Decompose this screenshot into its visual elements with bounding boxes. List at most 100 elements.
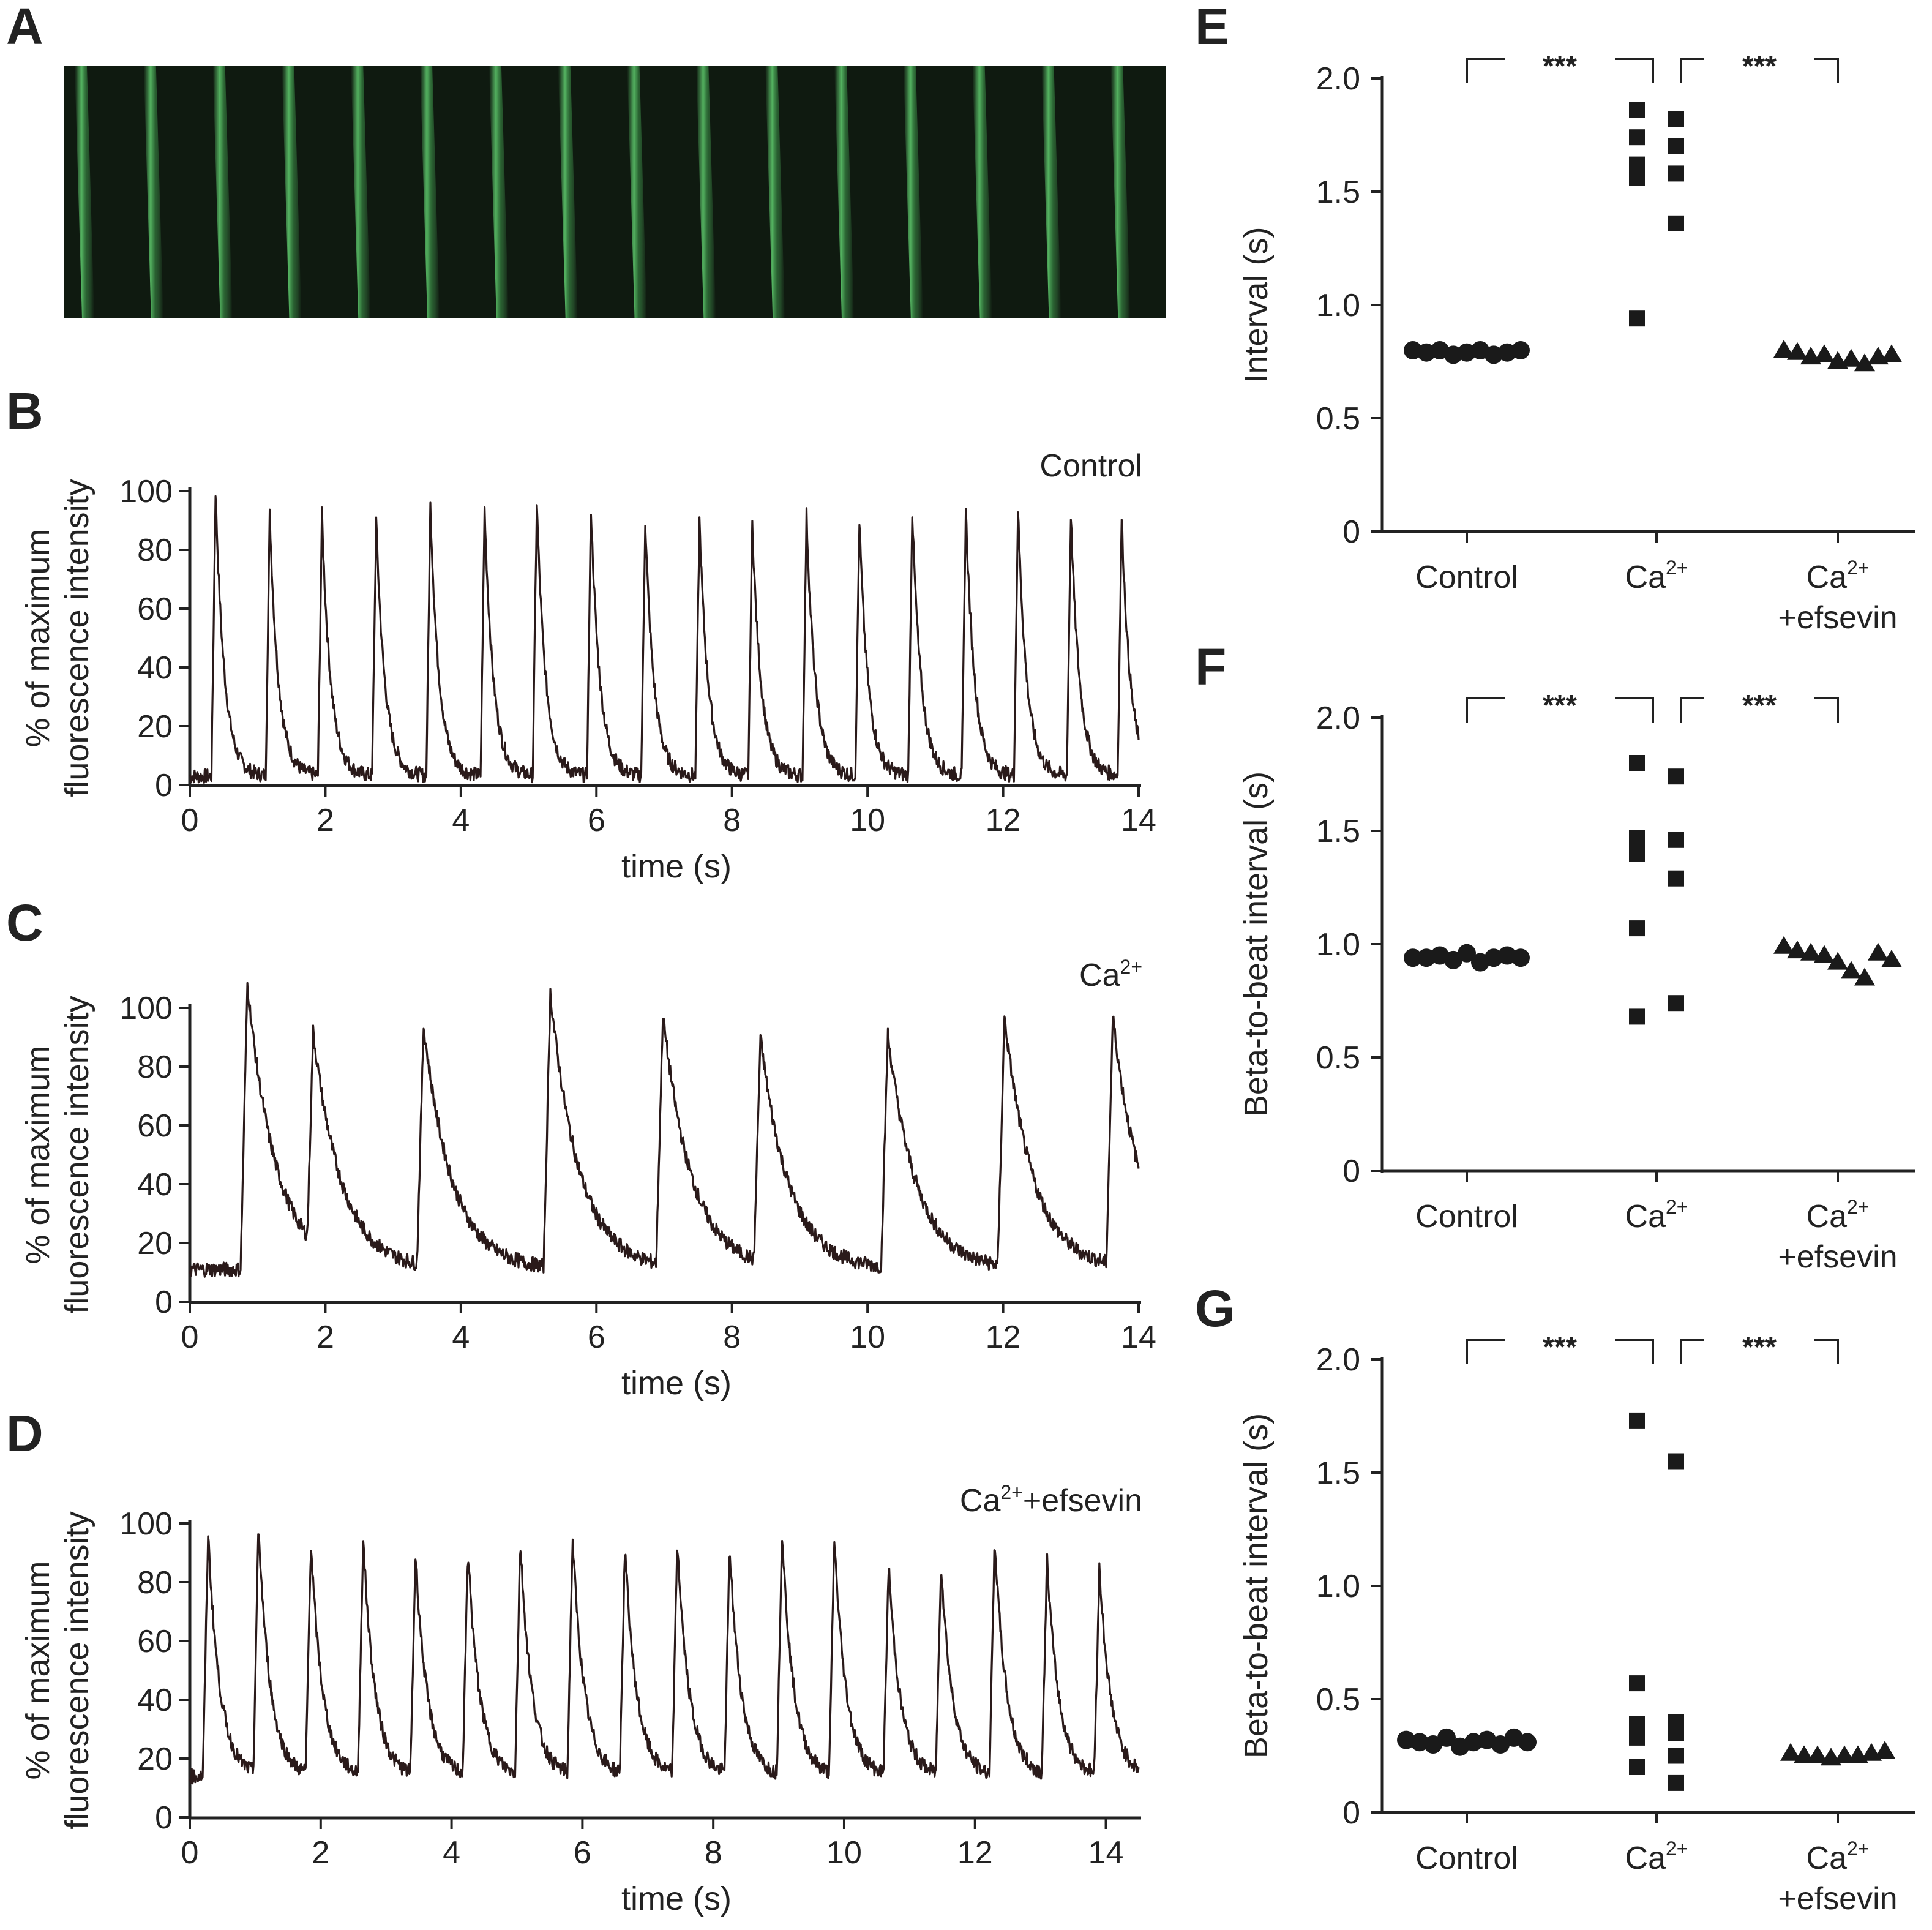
y-tick-label: 0.5 bbox=[1316, 401, 1360, 437]
y-tick-label: 0 bbox=[1342, 1154, 1360, 1189]
panel-letter-b: B bbox=[6, 382, 43, 440]
data-point-calcium bbox=[1629, 830, 1645, 846]
y-tick-label: 1.5 bbox=[1316, 175, 1360, 210]
data-point-efsevin bbox=[1814, 344, 1835, 362]
x-tick-label: 4 bbox=[452, 1320, 470, 1355]
x-tick-label: 14 bbox=[1121, 803, 1156, 838]
y-tick-label: 20 bbox=[137, 709, 173, 745]
peak-point bbox=[676, 1540, 678, 1542]
kymograph-stripe bbox=[696, 66, 716, 318]
y-tick-label: 1.0 bbox=[1316, 288, 1360, 323]
data-point-efsevin bbox=[1834, 1745, 1855, 1763]
kymograph-image bbox=[64, 66, 1166, 318]
scatter-chart-e: 0 0.5 1.0 1.5 2.0 Control Ca2+ Ca2+ +efsevin Inte… bbox=[1238, 50, 1915, 636]
data-point-calcium bbox=[1668, 870, 1684, 887]
data-point-efsevin bbox=[1787, 342, 1808, 360]
peak-point bbox=[466, 1549, 469, 1551]
peak-point bbox=[1069, 513, 1072, 516]
significance-label: *** bbox=[1543, 689, 1577, 722]
x-tick-label: 12 bbox=[986, 803, 1021, 838]
y-tick-label: 60 bbox=[137, 591, 173, 627]
data-point-calcium bbox=[1629, 1716, 1645, 1732]
category-label-line2: +efsevin bbox=[1778, 600, 1897, 636]
peak-point bbox=[888, 1563, 890, 1566]
significance-bracket bbox=[1680, 697, 1839, 723]
peak-point bbox=[214, 490, 217, 492]
y-axis-label: Interval (s) bbox=[1238, 227, 1275, 383]
data-point-calcium bbox=[1629, 1729, 1645, 1746]
kymograph-stripe bbox=[489, 66, 509, 318]
data-point-efsevin bbox=[1800, 942, 1821, 961]
peak-point bbox=[257, 1525, 260, 1528]
data-point-efsevin bbox=[1794, 1745, 1814, 1763]
peak-point bbox=[994, 1537, 996, 1539]
scatter-chart-g: 0 0.5 1.0 1.5 2.0 Control Ca2+ Ca2+ +efsevin Beta… bbox=[1238, 1331, 1915, 1917]
y-axis-label-line2: fluorescence intensity bbox=[59, 996, 95, 1313]
kymograph-stripe bbox=[1041, 66, 1061, 318]
data-point-calcium bbox=[1668, 832, 1684, 848]
x-tick-label: 2 bbox=[316, 1320, 334, 1355]
panel-letter-a: A bbox=[6, 0, 43, 55]
y-tick-label: 60 bbox=[137, 1624, 173, 1659]
x-tick-label: 14 bbox=[1121, 1320, 1156, 1355]
y-tick-label: 100 bbox=[119, 1506, 173, 1542]
y-tick-label: 2.0 bbox=[1316, 700, 1360, 736]
peak-point bbox=[781, 1531, 783, 1533]
y-tick-label: 40 bbox=[137, 1683, 173, 1718]
peak-point bbox=[940, 1560, 942, 1563]
category-label-line2: +efsevin bbox=[1778, 1239, 1897, 1275]
y-axis-label-line1: % of maximum bbox=[20, 528, 56, 747]
data-point-calcium bbox=[1668, 995, 1684, 1012]
y-tick-label: 40 bbox=[137, 650, 173, 686]
x-tick-label: 6 bbox=[574, 1835, 591, 1871]
x-tick-label: 2 bbox=[312, 1835, 329, 1871]
category-label: Ca2+ bbox=[1625, 1838, 1688, 1876]
x-tick-label: 10 bbox=[826, 1835, 862, 1871]
panel-letter-g: G bbox=[1195, 1280, 1235, 1337]
kymograph-stripe bbox=[75, 66, 94, 318]
x-tick-label: 6 bbox=[588, 1320, 605, 1355]
kymograph-stripe bbox=[351, 66, 371, 318]
category-label: Ca2+ bbox=[1807, 1838, 1870, 1876]
data-point-efsevin bbox=[1881, 344, 1902, 362]
significance-label: *** bbox=[1543, 1331, 1577, 1364]
peak-point bbox=[362, 1537, 364, 1539]
x-axis-label: time (s) bbox=[621, 1880, 732, 1917]
significance-label: *** bbox=[1742, 1331, 1777, 1364]
y-axis-label: Beta-to-beat interval (s) bbox=[1238, 772, 1275, 1117]
data-point-calcium bbox=[1668, 165, 1684, 182]
condition-label-d: Ca2++efsevin bbox=[960, 1481, 1142, 1519]
y-axis-label-line1: % of maximum bbox=[20, 1045, 56, 1264]
data-point-calcium bbox=[1629, 846, 1645, 862]
peak-point bbox=[644, 519, 646, 522]
x-tick-label: 4 bbox=[443, 1835, 460, 1871]
x-tick-label: 10 bbox=[850, 1320, 885, 1355]
data-point-calcium bbox=[1668, 111, 1684, 127]
y-tick-label: 20 bbox=[137, 1741, 173, 1777]
peak-point bbox=[536, 501, 538, 504]
condition-label-b: Control bbox=[1039, 448, 1142, 484]
significance-label: *** bbox=[1543, 50, 1577, 83]
peak-point bbox=[624, 1545, 626, 1548]
trace-chart-d: 0 20 40 60 80 100 0 2 4 6 8 10 12 14 time (s) % of maxi… bbox=[20, 1506, 1141, 1917]
data-point-efsevin bbox=[1841, 348, 1862, 367]
x-tick-label: 2 bbox=[316, 803, 334, 838]
x-tick-label: 12 bbox=[957, 1835, 993, 1871]
y-axis-label-line2: fluorescence intensity bbox=[59, 1511, 95, 1829]
x-axis-label: time (s) bbox=[621, 1365, 732, 1402]
data-point-calcium bbox=[1629, 1008, 1645, 1025]
panel-letter-f: F bbox=[1195, 638, 1226, 696]
y-axis-label-line2: fluorescence intensity bbox=[59, 479, 95, 797]
peak-point bbox=[911, 511, 913, 513]
y-tick-label: 60 bbox=[137, 1108, 173, 1144]
data-point-calcium bbox=[1668, 768, 1684, 785]
panel-letter-c: C bbox=[6, 894, 43, 952]
significance-bracket bbox=[1466, 58, 1654, 83]
data-point-control bbox=[1511, 948, 1530, 967]
peak-point bbox=[662, 1013, 664, 1015]
panel-letter-d: D bbox=[6, 1405, 43, 1462]
y-tick-label: 1.5 bbox=[1316, 1455, 1360, 1491]
category-label: Control bbox=[1415, 560, 1518, 595]
data-point-calcium bbox=[1629, 920, 1645, 937]
x-tick-label: 8 bbox=[705, 1835, 722, 1871]
